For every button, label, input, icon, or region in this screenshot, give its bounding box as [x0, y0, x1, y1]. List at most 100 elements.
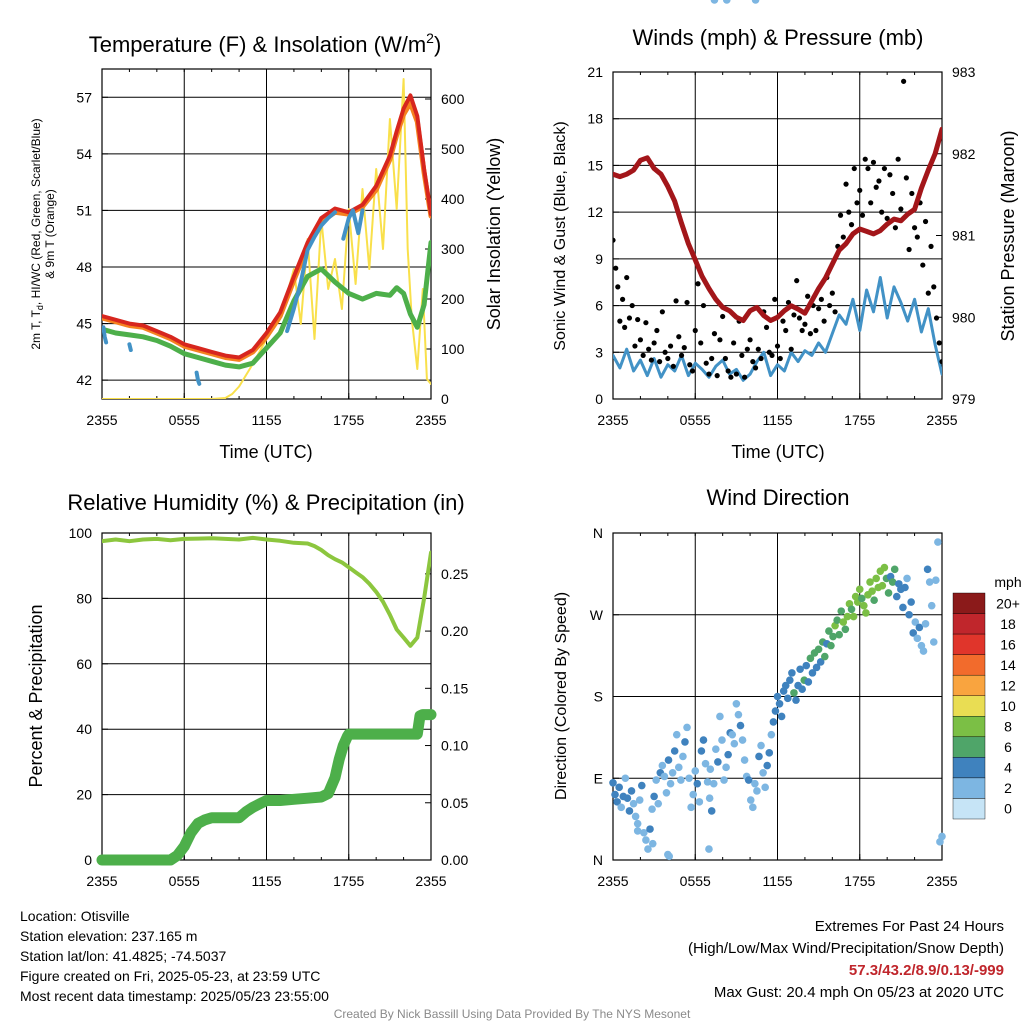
gust-point [676, 334, 682, 340]
gust-point [818, 296, 824, 302]
x-axis-label: Time (UTC) [219, 442, 312, 462]
gust-point [700, 302, 707, 309]
gust-point [887, 172, 893, 178]
gust-point [805, 293, 811, 299]
direction-point [691, 767, 700, 775]
plot-frame [612, 532, 943, 861]
gust-point [742, 374, 748, 380]
y2-tick-label: 980 [952, 309, 976, 325]
gust-point [763, 324, 770, 330]
gust-point [826, 302, 833, 309]
y2-tick-label: 100 [441, 341, 465, 357]
y-tick-label: W [590, 607, 604, 623]
x-tick-label: 1755 [333, 873, 364, 889]
x-tick-label: 1755 [333, 412, 364, 428]
direction-point [890, 565, 899, 574]
y2-tick-label: 983 [952, 64, 976, 80]
direction-point [816, 658, 825, 666]
direction-point [868, 587, 876, 595]
insolation-line [102, 78, 431, 399]
sonic-wind-line [613, 276, 942, 382]
y2-tick-label: 0.20 [441, 623, 468, 639]
direction-point [654, 799, 663, 808]
direction-point [621, 774, 630, 783]
direction-point [929, 638, 938, 646]
gust-point [613, 237, 616, 243]
direction-point [648, 839, 657, 848]
direction-point [849, 612, 858, 621]
station-elevation: Station elevation: 237.165 m [20, 928, 198, 944]
y-axis-label: Direction (Colored By Speed) [553, 592, 570, 800]
direction-point [609, 778, 617, 787]
colorbar-label: 12 [1000, 677, 1016, 693]
colorbar-swatch [952, 798, 986, 820]
gust-point [640, 352, 646, 358]
direction-point [640, 828, 648, 837]
wind-series [613, 78, 942, 382]
gust-point [687, 362, 693, 368]
direction-point [627, 787, 636, 795]
gust-point [665, 355, 671, 362]
heat-index-segment [285, 210, 337, 334]
direction-point [783, 694, 792, 703]
direction-point [734, 710, 743, 719]
direction-point [759, 769, 767, 777]
colorbar-swatch [952, 654, 986, 676]
x-tick-label: 2355 [926, 412, 957, 428]
direction-point [880, 563, 889, 572]
y-tick-label: 60 [76, 656, 92, 672]
gust-point [933, 315, 940, 321]
direction-point [720, 776, 728, 784]
credit-line: Created By Nick Bassill Using Data Provi… [333, 1007, 691, 1021]
direction-point [706, 765, 715, 773]
gust-point [865, 165, 871, 172]
gust-point [755, 346, 761, 352]
direction-point [858, 594, 866, 603]
y-tick-label: 45 [76, 316, 92, 332]
y-tick-label: 51 [76, 202, 92, 218]
gust-point [903, 175, 909, 181]
gust-point [928, 243, 934, 249]
gust-point [802, 321, 808, 327]
direction-point [710, 0, 719, 4]
direction-point [878, 581, 887, 590]
heat-index-segment [127, 342, 133, 352]
direction-point [806, 654, 815, 663]
gust-point [788, 346, 794, 352]
gust-point [695, 281, 701, 287]
gust-point [617, 318, 623, 324]
gust-point [881, 165, 888, 172]
direction-point [913, 634, 922, 643]
direction-point [755, 752, 763, 761]
gust-point [637, 337, 644, 343]
gust-point [922, 218, 929, 225]
gust-point [648, 357, 654, 363]
gust-point [868, 200, 874, 206]
direction-point [718, 736, 726, 744]
direction-point [652, 776, 660, 784]
direction-point [769, 718, 778, 726]
gust-point [684, 299, 690, 306]
y-axis-label: Percent & Precipitation [26, 604, 46, 787]
gust-point [816, 306, 822, 312]
chart-title: Winds (mph) & Pressure (mb) [633, 25, 924, 50]
gust-point [657, 359, 663, 365]
gust-point [758, 355, 764, 362]
direction-point [827, 641, 835, 650]
gust-point [720, 313, 726, 320]
gust-point [829, 290, 835, 296]
gust-point [739, 352, 745, 358]
direction-point [786, 676, 794, 684]
colorbar-swatch [952, 777, 986, 799]
direction-point [839, 618, 848, 626]
y-tick-label: 54 [76, 146, 92, 162]
gust-point [728, 374, 734, 380]
gust-point [843, 181, 849, 187]
gust-point [890, 190, 896, 197]
direction-point [892, 592, 901, 601]
chart-title: Relative Humidity (%) & Precipitation (i… [67, 490, 464, 515]
gust-point [862, 156, 868, 162]
y2-tick-label: 0.05 [441, 795, 468, 811]
gust-point [635, 316, 641, 323]
